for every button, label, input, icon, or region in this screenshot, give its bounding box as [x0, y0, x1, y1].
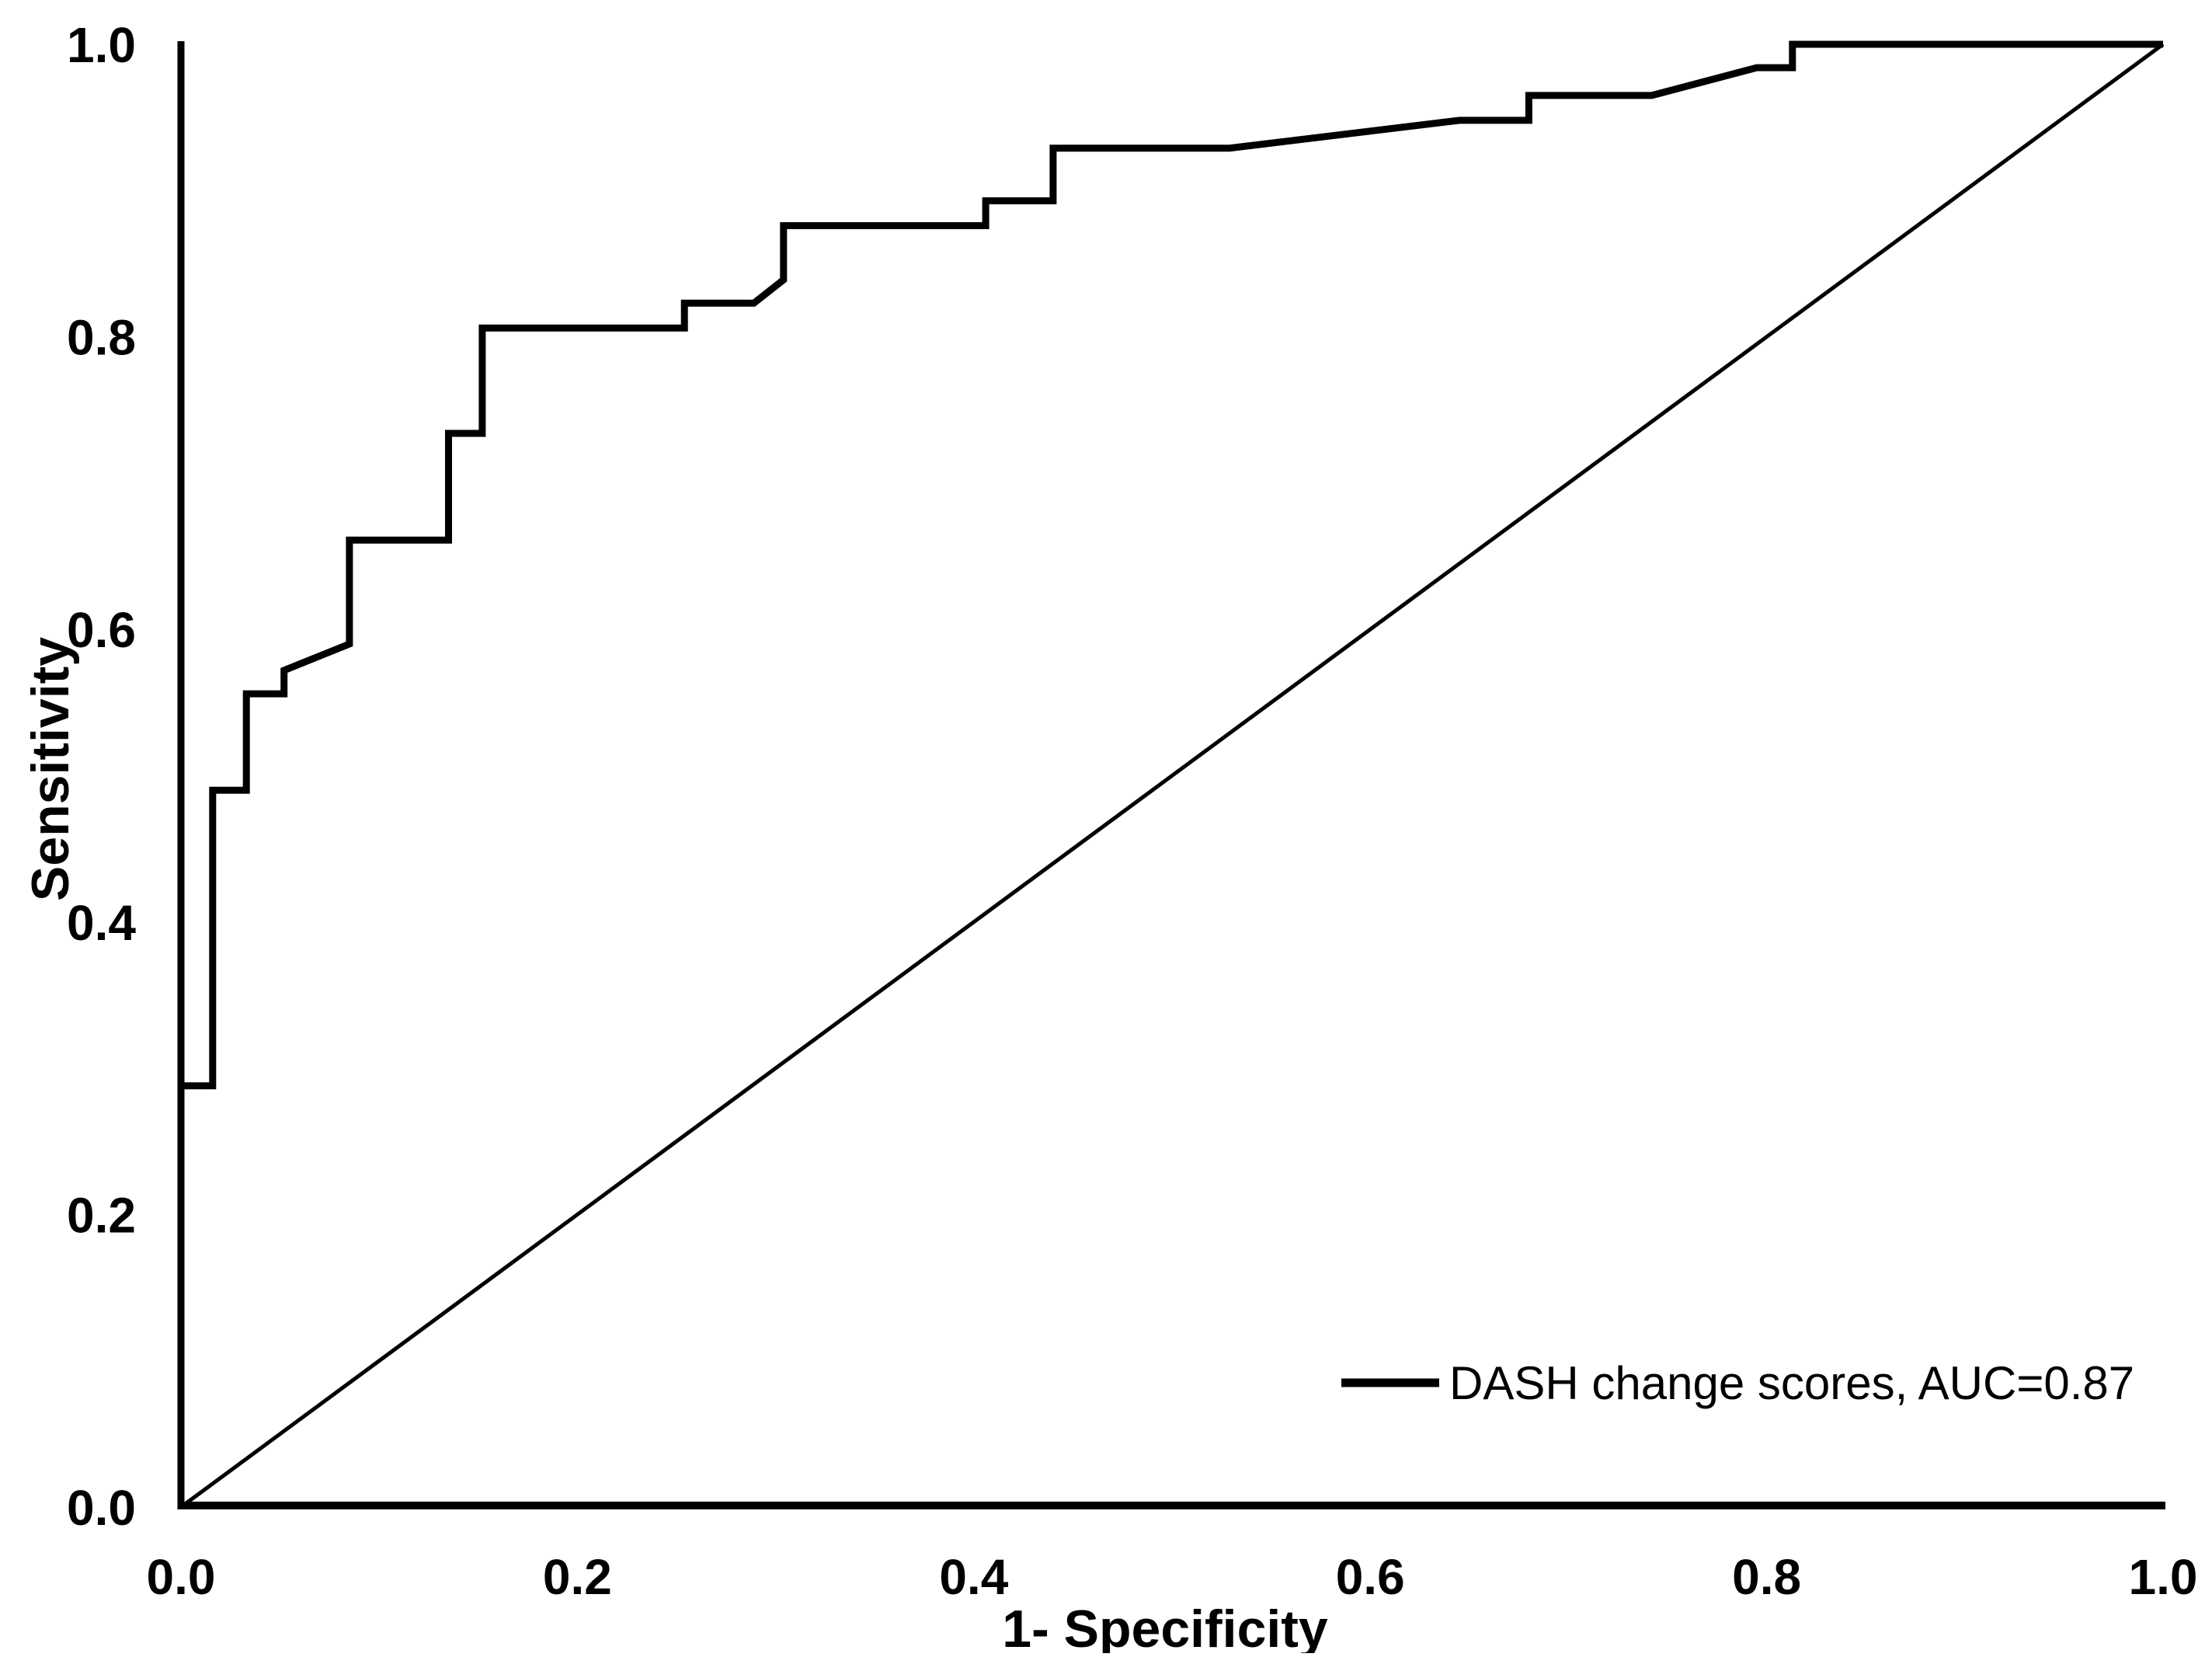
x-tick-label: 0.6	[1336, 1549, 1405, 1605]
y-tick-labels: 0.0 0.2 0.4 0.6 0.8 1.0	[67, 17, 136, 1536]
y-tick-label: 0.8	[67, 310, 136, 366]
y-tick-label: 0.4	[67, 895, 136, 951]
y-axis-title: Sensitivity	[21, 637, 80, 901]
y-tick-label: 0.0	[67, 1480, 136, 1536]
x-axis-title: 1- Specificity	[1002, 1600, 1328, 1653]
x-tick-label: 0.4	[939, 1549, 1008, 1605]
reference-diagonal-line	[179, 42, 2165, 1509]
roc-curve-series	[177, 40, 2163, 1507]
x-tick-labels: 0.0 0.2 0.4 0.6 0.8 1.0	[147, 1549, 2198, 1605]
x-tick-label: 0.2	[543, 1549, 612, 1605]
legend-entry-label: DASH change scores, AUC=0.87	[1449, 1357, 2134, 1409]
x-tick-label: 0.0	[147, 1549, 216, 1605]
legend: DASH change scores, AUC=0.87	[1341, 1357, 2134, 1409]
x-tick-label: 0.8	[1732, 1549, 1801, 1605]
y-tick-label: 0.6	[67, 602, 136, 658]
x-tick-label: 1.0	[2129, 1549, 2198, 1605]
y-tick-label: 1.0	[67, 17, 136, 73]
y-tick-label: 0.2	[67, 1187, 136, 1243]
